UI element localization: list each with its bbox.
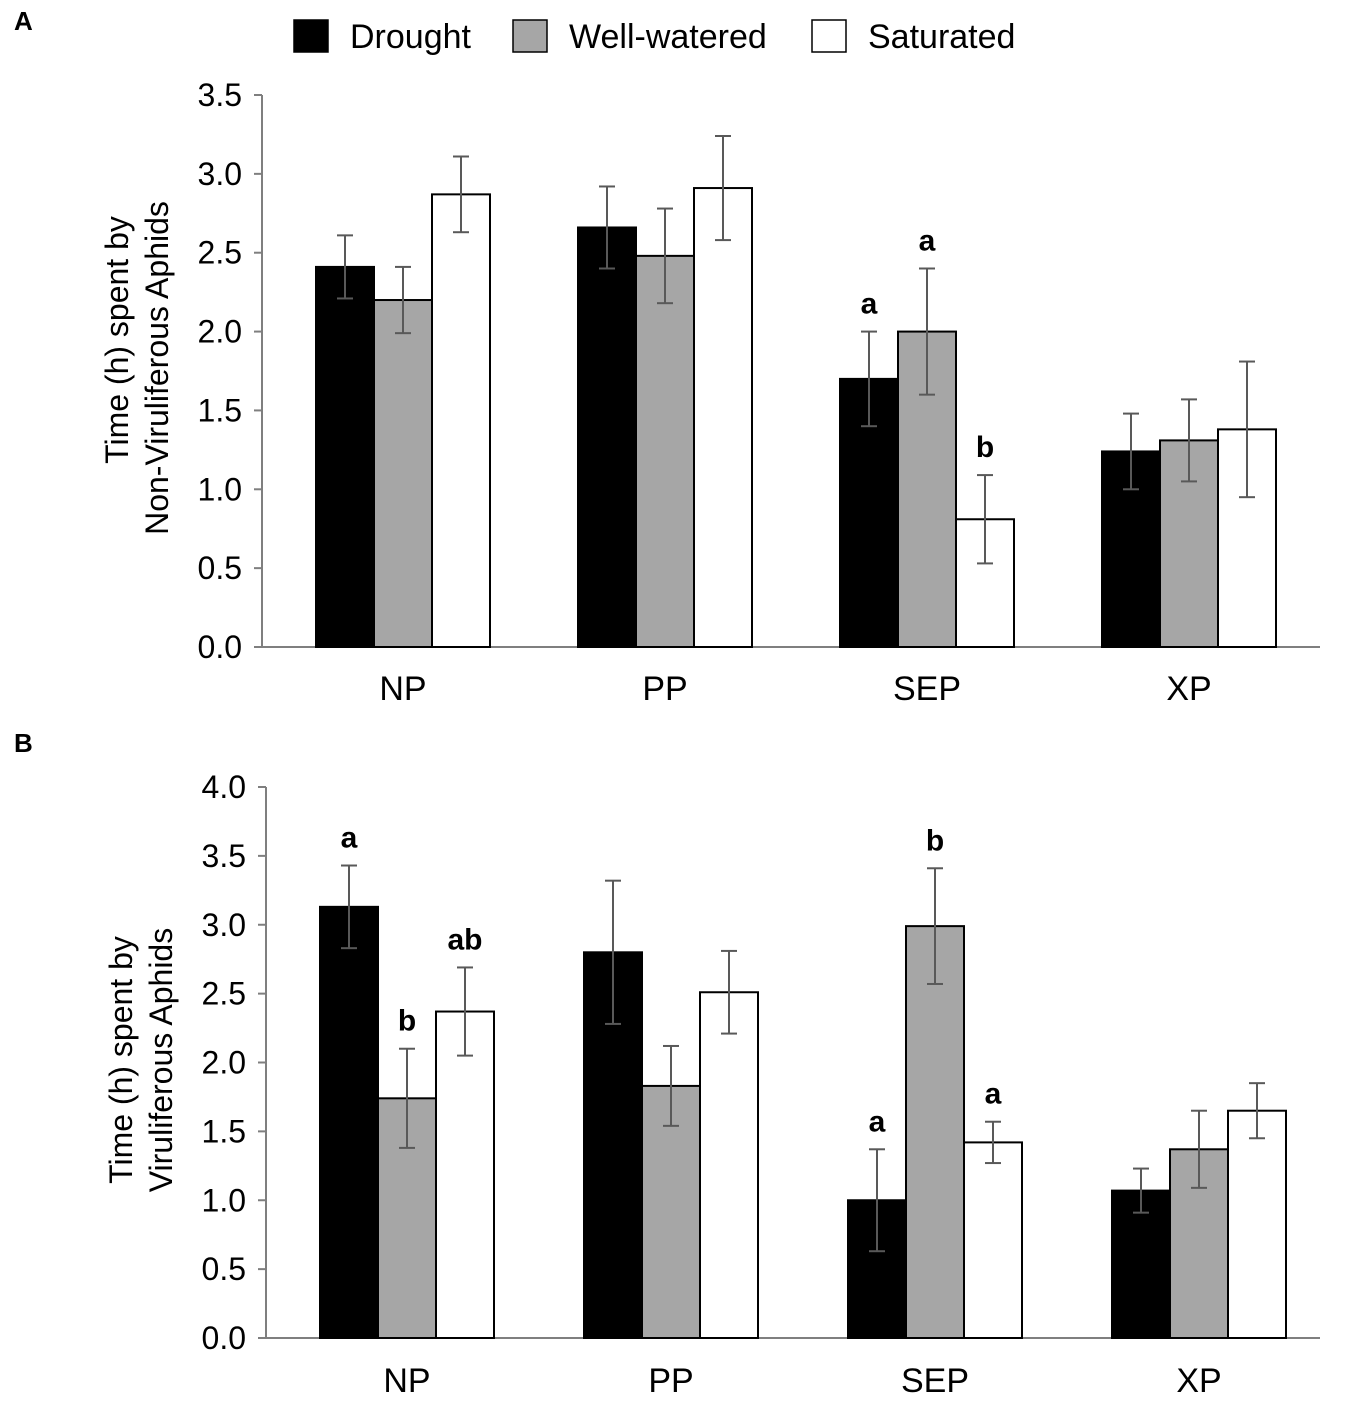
plot-panel-a: 0.0 0.5 1.0 1.5 2.0 2.5 3.0 3.5 NP PP SEP XP a a b <box>198 77 1320 708</box>
legend-label-saturated: Saturated <box>868 18 1015 56</box>
y-tick-label: 2.5 <box>202 976 246 1012</box>
bar-np-drought <box>315 265 375 648</box>
bar-np-saturated <box>435 1010 495 1339</box>
significance-label: a <box>341 822 358 855</box>
bar-sep-saturated <box>963 1141 1023 1340</box>
bar-pp-well-watered <box>635 254 695 649</box>
y-tick-label: 4.0 <box>202 769 246 805</box>
x-category-label: XP <box>1176 1362 1221 1400</box>
bar-pp-saturated <box>699 991 759 1339</box>
y-tick-label: 2.0 <box>198 314 242 350</box>
bar-np-saturated <box>431 193 491 649</box>
legend: Drought Well-watered Saturated <box>293 18 1015 56</box>
x-category-label: SEP <box>901 1362 969 1400</box>
bar-np-drought <box>319 905 379 1340</box>
y-tick-label: 3.0 <box>202 907 246 943</box>
y-tick-label: 2.5 <box>198 235 242 271</box>
y-tick-label: 3.5 <box>198 77 242 113</box>
y-tick-label: 3.5 <box>202 838 246 874</box>
legend-label-drought: Drought <box>350 18 472 56</box>
significance-label: b <box>926 824 944 857</box>
y-tick-label: 1.0 <box>202 1182 246 1218</box>
x-category-label: NP <box>379 670 426 708</box>
significance-label: b <box>976 431 994 464</box>
panel-label-a: A <box>14 6 33 36</box>
legend-label-well-watered: Well-watered <box>569 18 767 56</box>
panel-label-b: B <box>14 728 33 758</box>
y-tick-label: 1.5 <box>198 392 242 428</box>
significance-label: a <box>919 224 936 257</box>
y-tick-label: 0.0 <box>198 629 242 665</box>
legend-swatch-drought <box>293 19 329 53</box>
x-category-label: SEP <box>893 670 961 708</box>
bar-xp-saturated <box>1227 1109 1287 1340</box>
x-category-label: NP <box>383 1362 430 1400</box>
significance-label: a <box>869 1105 886 1138</box>
y-tick-label: 0.5 <box>202 1251 246 1287</box>
y-tick-label: 1.5 <box>202 1113 246 1149</box>
y-tick-label: 0.5 <box>198 550 242 586</box>
bar-sep-well-watered <box>905 925 965 1339</box>
y-axis-title-b-line2: Viruliferous Aphids <box>143 928 179 1192</box>
bar-pp-saturated <box>693 187 753 648</box>
y-axis-title-b-line1: Time (h) spent by <box>103 936 139 1184</box>
bar-xp-drought <box>1111 1189 1171 1340</box>
bar-pp-drought <box>577 226 637 648</box>
legend-swatch-saturated <box>811 19 847 53</box>
bar-pp-well-watered <box>641 1084 701 1339</box>
y-tick-label: 3.0 <box>198 156 242 192</box>
bar-np-well-watered <box>373 299 433 648</box>
plot-panel-b: 0.00.51.01.52.02.53.03.54.0NP PP SEP XPabab… <box>202 769 1320 1400</box>
significance-label: ab <box>447 923 482 956</box>
y-tick-label: 1.0 <box>198 471 242 507</box>
significance-label: b <box>398 1005 416 1038</box>
x-category-label: XP <box>1166 670 1211 708</box>
legend-swatch-well-watered <box>512 19 548 53</box>
y-tick-label: 0.0 <box>202 1320 246 1356</box>
significance-label: a <box>861 288 878 321</box>
y-tick-label: 2.0 <box>202 1045 246 1081</box>
x-category-label: PP <box>648 1362 693 1400</box>
x-category-label: PP <box>642 670 687 708</box>
y-axis-title-a-line1: Time (h) spent by <box>99 216 135 464</box>
y-axis-title-a-line2: Non-Viruliferous Aphids <box>139 201 175 535</box>
significance-label: a <box>985 1078 1002 1111</box>
